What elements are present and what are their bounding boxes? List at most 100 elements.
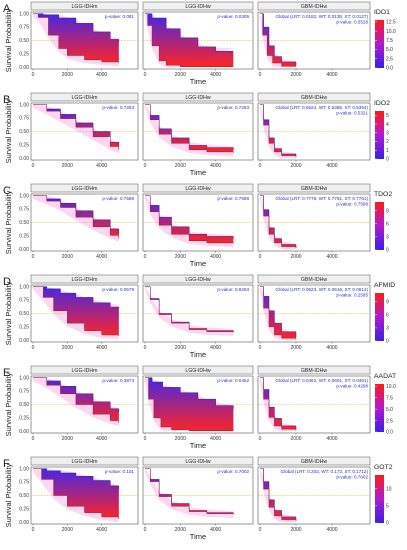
legend-tick-label: 5 — [386, 113, 389, 119]
legend-tick-label: 0 — [386, 157, 389, 163]
survival-curve-low — [33, 13, 120, 64]
survival-curve-low — [145, 104, 234, 153]
panel-lgg-idhm: LGG-IDHm p-value: 0.081 0 2000 4000 — [30, 1, 139, 78]
panel-title: GBM-IDHw — [301, 95, 327, 101]
legend-title: TDO2 — [374, 191, 392, 198]
legend-tick-label: 2.5 — [386, 56, 393, 62]
panel-gbm-idhw: GBM-IDHw Global (LRT: 0.0462, WT: 0.0601,… — [257, 365, 371, 442]
panel-strip — [30, 183, 139, 193]
panel-gbm-idhw: GBM-IDHw Global (LRT: 0.0623, WT: 0.0616,… — [257, 274, 371, 351]
p-value-annotation: Global (LRT: 0.203, WT: 0.173, ST: 0.171… — [281, 469, 369, 474]
x-tick-label: 0 — [32, 72, 35, 78]
survival-envelope — [33, 13, 119, 64]
x-tick-label: 2000 — [62, 436, 73, 442]
x-tick-label: 0 — [144, 527, 147, 533]
legend-tick-label: 9 — [386, 208, 389, 214]
panel-title: GBM-IDHw — [301, 277, 327, 283]
y-tick-label: 0.75 — [19, 389, 29, 395]
x-axis-label: Time — [190, 77, 206, 86]
y-tick-label: 1.00 — [19, 193, 29, 199]
legend-tick-label: 10 — [386, 486, 392, 492]
legend-tick-label: 7.5 — [386, 38, 393, 44]
panel-strip — [142, 456, 254, 466]
confidence-band — [145, 195, 234, 248]
legend-tick-label: 3 — [386, 235, 389, 241]
x-tick-label: 4000 — [210, 163, 221, 169]
x-tick-label: 4000 — [326, 163, 337, 169]
legend-tick-label: 10.0 — [386, 384, 396, 390]
panel-title: LGG-IDHm — [72, 186, 98, 192]
y-tick-label: 0.75 — [19, 480, 29, 486]
x-tick-label: 2000 — [290, 254, 301, 260]
survival-curve-low — [33, 195, 120, 239]
survival-curve-low — [260, 377, 297, 431]
x-tick-label: 0 — [144, 345, 147, 351]
panel-strip — [30, 92, 139, 102]
p-value-annotation: p-value: 0.9263 — [217, 287, 249, 292]
panel-strip — [257, 92, 371, 102]
panel-lgg-idhm: LGG-IDHm p-value: 0.7263 0 2000 4000 — [30, 92, 139, 169]
panel-lgg-idhm: LGG-IDHm p-value: 0.7588 0 2000 4000 — [30, 183, 139, 260]
panel-title: LGG-IDHm — [72, 368, 98, 374]
p-value-annotation: Global (LRT: 0.0462, WT: 0.0601, ST: 0.0… — [275, 378, 368, 383]
panel-title: LGG-IDHw — [185, 4, 211, 10]
panel-gbm-idhw: GBM-IDHw Global (LRT: 0.203, WT: 0.173, S… — [257, 456, 371, 533]
x-tick-label: 4000 — [326, 345, 337, 351]
legend-tick-label: 10.0 — [386, 29, 396, 35]
legend-tick-label: 0.0 — [386, 66, 393, 72]
panel-strip — [30, 1, 139, 11]
survival-envelope — [145, 195, 234, 244]
row-letter: F — [3, 458, 10, 470]
x-tick-label: 0 — [32, 345, 35, 351]
x-tick-label: 4000 — [96, 254, 107, 260]
x-tick-label: 0 — [259, 436, 262, 442]
legend-tick-label: 4 — [386, 122, 389, 128]
legend-tick-label: 5.0 — [386, 407, 393, 413]
legend-tick-label: 2 — [386, 139, 389, 145]
legend-tick-label: 3 — [386, 326, 389, 332]
x-tick-label: 4000 — [210, 345, 221, 351]
x-tick-label: 0 — [32, 254, 35, 260]
x-tick-label: 2000 — [62, 254, 73, 260]
survival-curve-low — [260, 286, 297, 340]
survival-curve-low — [260, 13, 297, 67]
panel-strip — [257, 183, 371, 193]
p-value-annotation: Global (LRT: 0.0182, WT: 0.0138, ST: 0.0… — [275, 14, 368, 19]
x-tick-label: 4000 — [326, 436, 337, 442]
p-value-annotation: Global (LRT: 0.7778, WT: 0.7761, ST: 0.7… — [275, 196, 368, 201]
legend-title: IDO1 — [374, 9, 390, 16]
y-tick-label: 1.00 — [19, 375, 29, 381]
survival-envelope — [260, 13, 296, 67]
y-tick-label: 0.50 — [19, 493, 29, 499]
x-tick-label: 4000 — [96, 345, 107, 351]
survival-curve-high — [33, 468, 120, 490]
survival-curve-high — [33, 286, 120, 309]
x-tick-label: 4000 — [96, 436, 107, 442]
row-letter: C — [3, 185, 11, 197]
x-tick-label: 0 — [32, 527, 35, 533]
y-tick-label: 0.75 — [19, 25, 29, 31]
survival-curve-low — [33, 377, 120, 424]
y-tick-label: 0.25 — [19, 51, 29, 57]
panel-title: LGG-IDHw — [185, 95, 211, 101]
panel-title: LGG-IDHm — [72, 4, 98, 10]
x-tick-label: 2000 — [290, 72, 301, 78]
panel-gbm-idhw: GBM-IDHw Global (LRT: 0.7778, WT: 0.7761,… — [257, 183, 371, 260]
x-tick-label: 2000 — [62, 72, 73, 78]
survival-curve-low — [33, 286, 120, 337]
panel-strip — [30, 456, 139, 466]
legend-title: AFMID — [374, 282, 395, 289]
legend-tick-label: 0.0 — [386, 430, 393, 436]
y-tick-label: 0.25 — [19, 233, 29, 239]
p-value-annotation: p-value: 0.7002 — [217, 469, 249, 474]
y-axis-label: Survival Probability — [4, 463, 13, 527]
panel-title: LGG-IDHw — [185, 368, 211, 374]
panel-title: LGG-IDHw — [185, 277, 211, 283]
x-tick-label: 2000 — [175, 72, 186, 78]
x-tick-label: 4000 — [96, 163, 107, 169]
p-value-annotation: p-value: 0.081 — [105, 14, 135, 19]
legend-tick-label: 5.0 — [386, 47, 393, 53]
